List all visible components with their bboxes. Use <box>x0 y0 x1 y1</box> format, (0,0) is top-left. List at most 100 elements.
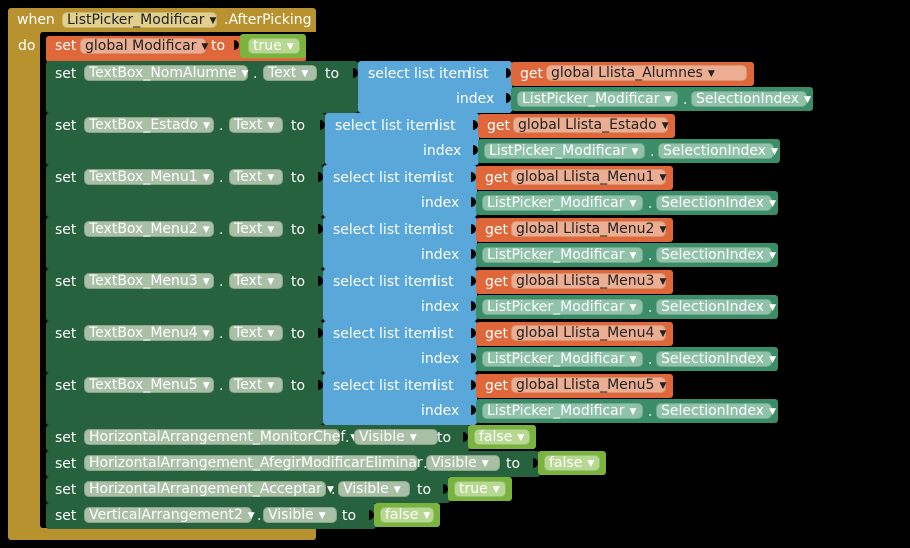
dropdown-arrow-icon: ▼ <box>301 69 309 79</box>
picker-dropdown-3[interactable]: ListPicker_Modificar ▼ <box>482 247 643 263</box>
socket-notch <box>471 301 476 311</box>
property-dropdown-4[interactable]: Text ▼ <box>229 273 283 289</box>
component-dropdown-3[interactable]: TextBox_Menu2 ▼ <box>84 221 214 237</box>
visible-property-dropdown-2[interactable]: Visible ▼ <box>338 481 410 497</box>
picker-property-dropdown-0[interactable]: SelectionIndex ▼ <box>691 91 811 107</box>
picker-dropdown-5[interactable]: ListPicker_Modificar ▼ <box>482 351 643 367</box>
list-label: list <box>468 66 489 82</box>
variable-getter-dropdown-5[interactable]: global Llista_Menu4 ▼ <box>511 325 666 341</box>
dot-separator: . <box>219 326 224 342</box>
dot-separator: . <box>331 482 336 498</box>
select-list-item-label: select list item <box>333 170 436 186</box>
list-label: list <box>433 170 454 186</box>
select-list-item-block-5[interactable] <box>323 321 477 373</box>
picker-property-dropdown-1[interactable]: SelectionIndex ▼ <box>658 143 778 159</box>
select-list-item-block-1[interactable] <box>325 113 479 165</box>
component-dropdown-5[interactable]: TextBox_Menu4 ▼ <box>84 325 214 341</box>
arrangement-dropdown-0[interactable]: HorizontalArrangement_MonitorChef ▼ <box>84 429 357 445</box>
picker-property-dropdown-2[interactable]: SelectionIndex ▼ <box>656 195 776 211</box>
variable-getter-dropdown-6[interactable]: global Llista_Menu5 ▼ <box>511 377 666 393</box>
dropdown-arrow-icon: ▼ <box>492 485 500 495</box>
dropdown-arrow-icon: ▼ <box>629 199 637 209</box>
set-keyword: set <box>55 508 77 524</box>
picker-dropdown-3-label: ListPicker_Modificar <box>487 247 625 263</box>
do-keyword: do <box>18 38 36 54</box>
select-list-item-block-3[interactable] <box>323 217 477 269</box>
socket-notch <box>471 353 476 363</box>
get-keyword: get <box>485 274 508 290</box>
component-dropdown-6[interactable]: TextBox_Menu5 ▼ <box>84 377 214 393</box>
component-dropdown-listpicker[interactable]: ListPicker_Modificar ▼ <box>62 12 217 28</box>
picker-property-dropdown-4-label: SelectionIndex <box>661 299 765 315</box>
component-dropdown-4-label: TextBox_Menu3 <box>89 273 198 289</box>
picker-property-dropdown-4[interactable]: SelectionIndex ▼ <box>656 299 776 315</box>
dot-separator: . <box>650 144 655 160</box>
logic-dropdown-3[interactable]: false ▼ <box>380 507 434 523</box>
property-dropdown-3[interactable]: Text ▼ <box>229 221 283 237</box>
set-keyword: set <box>55 38 77 54</box>
variable-getter-dropdown-2[interactable]: global Llista_Menu1 ▼ <box>511 169 666 185</box>
component-dropdown-0[interactable]: TextBox_NomAlumne ▼ <box>84 65 248 81</box>
picker-dropdown-1[interactable]: ListPicker_Modificar ▼ <box>484 143 645 159</box>
dropdown-arrow-icon: ▼ <box>267 277 275 287</box>
arrangement-dropdown-2[interactable]: HorizontalArrangement_Acceptar ▼ <box>84 481 334 497</box>
get-keyword: get <box>485 222 508 238</box>
variable-getter-dropdown-2-label: global Llista_Menu1 <box>516 169 655 185</box>
logic-dropdown-2[interactable]: true ▼ <box>454 481 506 497</box>
select-list-item-block-4[interactable] <box>323 269 477 321</box>
logic-dropdown-1[interactable]: false ▼ <box>544 455 600 471</box>
set-keyword: set <box>55 66 77 82</box>
picker-dropdown-6[interactable]: ListPicker_Modificar ▼ <box>482 403 643 419</box>
select-list-item-label: select list item <box>333 274 436 290</box>
dot-separator: . <box>219 118 224 134</box>
variable-getter-dropdown-1[interactable]: global Llista_Estado ▼ <box>513 117 669 133</box>
dot-separator: . <box>219 222 224 238</box>
select-list-item-block-2[interactable] <box>323 165 477 217</box>
variable-getter-dropdown-3[interactable]: global Llista_Menu2 ▼ <box>511 221 666 237</box>
picker-property-dropdown-3[interactable]: SelectionIndex ▼ <box>656 247 776 263</box>
variable-getter-dropdown-4[interactable]: global Llista_Menu3 ▼ <box>511 273 666 289</box>
logic-dropdown-0[interactable]: false ▼ <box>474 429 530 445</box>
picker-dropdown-4[interactable]: ListPicker_Modificar ▼ <box>482 299 643 315</box>
picker-dropdown-2[interactable]: ListPicker_Modificar ▼ <box>482 195 643 211</box>
picker-property-dropdown-6[interactable]: SelectionIndex ▼ <box>656 403 776 419</box>
property-dropdown-0[interactable]: Text ▼ <box>263 65 317 81</box>
property-dropdown-1[interactable]: Text ▼ <box>229 117 283 133</box>
visible-property-dropdown-0-label: Visible <box>359 429 405 445</box>
list-label: list <box>435 118 456 134</box>
list-label: list <box>433 274 454 290</box>
component-dropdown-1[interactable]: TextBox_Estado ▼ <box>84 117 214 133</box>
picker-dropdown-6-label: ListPicker_Modificar <box>487 403 625 419</box>
picker-property-dropdown-5[interactable]: SelectionIndex ▼ <box>656 351 776 367</box>
arrangement-dropdown-1[interactable]: HorizontalArrangement_AfegirModificarEli… <box>84 455 435 471</box>
index-label: index <box>421 195 460 211</box>
variable-dropdown-modificar[interactable]: global Modificar ▼ <box>80 38 208 54</box>
visible-property-dropdown-3[interactable]: Visible ▼ <box>263 507 337 523</box>
component-dropdown-2[interactable]: TextBox_Menu1 ▼ <box>84 169 214 185</box>
dropdown-arrow-icon: ▼ <box>661 121 669 131</box>
property-dropdown-6[interactable]: Text ▼ <box>229 377 283 393</box>
component-dropdown-4[interactable]: TextBox_Menu3 ▼ <box>84 273 214 289</box>
arrangement-dropdown-3[interactable]: VerticalArrangement2 ▼ <box>84 507 255 523</box>
dropdown-arrow-icon: ▼ <box>659 381 667 391</box>
socket-notch <box>369 510 374 520</box>
variable-getter-dropdown-1-label: global Llista_Estado <box>518 117 657 133</box>
property-dropdown-2[interactable]: Text ▼ <box>229 169 283 185</box>
socket-notch <box>471 405 476 415</box>
dropdown-arrow-icon: ▼ <box>804 95 811 105</box>
variable-getter-dropdown-0[interactable]: global Llista_Alumnes ▼ <box>546 65 747 81</box>
select-list-item-block-6[interactable] <box>323 373 477 425</box>
logic-dropdown-true[interactable]: true ▼ <box>248 38 300 54</box>
logic-dropdown-2-label: true <box>459 481 488 497</box>
select-list-item-block-0[interactable] <box>358 61 512 113</box>
component-dropdown-1-label: TextBox_Estado <box>89 117 198 133</box>
picker-dropdown-0[interactable]: ListPicker_Modificar ▼ <box>517 91 678 107</box>
property-dropdown-6-label: Text <box>234 377 263 393</box>
visible-property-dropdown-1[interactable]: Visible ▼ <box>426 455 500 471</box>
index-label: index <box>456 91 495 107</box>
visible-property-dropdown-0[interactable]: Visible ▼ <box>354 429 438 445</box>
logic-dropdown-true-label: true <box>253 38 282 54</box>
component-dropdown-5-label: TextBox_Menu4 <box>89 325 198 341</box>
property-dropdown-5[interactable]: Text ▼ <box>229 325 283 341</box>
dot-separator: . <box>423 456 427 472</box>
